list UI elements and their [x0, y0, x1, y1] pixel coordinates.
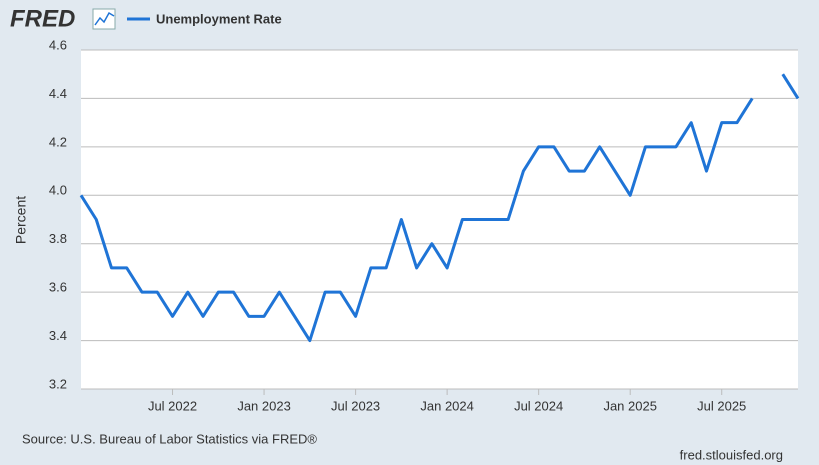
series-line — [79, 73, 800, 343]
y-tick-label: 4.6 — [49, 37, 67, 52]
y-tick-label: 3.6 — [49, 280, 67, 295]
y-tick-label: 3.2 — [49, 376, 67, 391]
x-tick-label: Jan 2023 — [237, 398, 291, 413]
y-tick-label: 4.0 — [49, 183, 67, 198]
x-tick-label: Jul 2023 — [331, 398, 380, 413]
plot-area — [81, 50, 798, 389]
x-tick-label: Jul 2024 — [514, 398, 563, 413]
y-tick-label: 4.2 — [49, 134, 67, 149]
x-tick-label: Jan 2025 — [603, 398, 657, 413]
logo-icon — [92, 8, 116, 30]
logo: FRED — [10, 5, 75, 32]
y-tick-label: 3.8 — [49, 231, 67, 246]
y-tick-label: 3.4 — [49, 328, 67, 343]
x-tick-label: Jul 2022 — [148, 398, 197, 413]
y-tick-label: 4.4 — [49, 86, 67, 101]
site: fred.stlouisfed.org — [680, 447, 783, 462]
x-tick-label: Jan 2024 — [420, 398, 474, 413]
x-tick-label: Jul 2025 — [697, 398, 746, 413]
legend-label: Unemployment Rate — [156, 11, 282, 26]
source: Source: U.S. Bureau of Labor Statistics … — [22, 431, 317, 446]
y-axis-label: Percent — [13, 196, 29, 244]
